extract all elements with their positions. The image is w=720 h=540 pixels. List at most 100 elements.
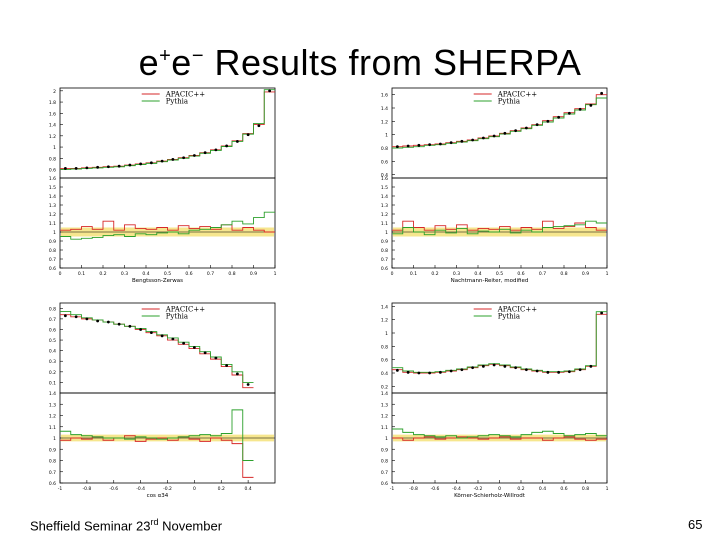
xtick-label: 0.6 <box>517 271 524 277</box>
xtick-label: 0.1 <box>78 271 85 277</box>
xtick-label: 0.3 <box>121 271 128 277</box>
ratio-ytick-label: 1.5 <box>381 185 388 191</box>
panel-cos-alpha34: 0.8 0.7 0.6 0.5 0.4 0.3 0.2 0.1 1.4 1.3 1.2 1.1 1 0.9… <box>30 295 280 505</box>
top-ytick-label: 0.6 <box>381 159 388 165</box>
x-axis-label: cos α34 <box>147 493 169 499</box>
data-point <box>600 311 604 315</box>
data-point <box>182 341 186 345</box>
ratio-ytick-label: 1.2 <box>381 212 388 218</box>
top-ytick-label: 2 <box>53 89 56 95</box>
top-ytick-label: 1.4 <box>381 304 388 310</box>
data-point <box>225 144 229 148</box>
legend-label: APACIC++ <box>165 91 206 99</box>
xtick-label: 1 <box>606 486 609 492</box>
data-point <box>235 372 239 376</box>
ratio-ytick-label: 1.5 <box>49 185 56 191</box>
top-ytick-label: 0.4 <box>49 349 56 355</box>
panel-korner-schierholz-willrodt: 1.4 1.2 1 0.8 0.6 0.4 0.2 1.4 1.3 1.2 1.1 1 0.9 0.8 0.… <box>362 295 612 505</box>
xtick-label: 0 <box>193 486 196 492</box>
data-point <box>128 163 132 167</box>
ratio-ytick-label: 1.1 <box>49 425 56 431</box>
data-point <box>182 156 186 160</box>
data-point <box>160 334 164 338</box>
xtick-label: 0.2 <box>517 486 524 492</box>
data-point <box>139 162 143 166</box>
ratio-ytick-label: 1.2 <box>49 414 56 420</box>
data-point <box>74 315 78 319</box>
x-axis-label: Nachtmann-Reiter, modified <box>451 278 529 284</box>
xtick-label: -1 <box>390 486 395 492</box>
top-ytick-label: 1.2 <box>381 119 388 125</box>
data-point <box>149 331 153 335</box>
top-ytick-label: 1 <box>385 331 388 337</box>
ratio-line-apacic <box>392 436 607 441</box>
data-point <box>449 369 453 373</box>
xtick-label: 0.8 <box>560 271 567 277</box>
ratio-ytick-label: 0.9 <box>381 239 388 245</box>
top-ytick-label: 1.6 <box>381 93 388 99</box>
title-e2: e <box>171 42 192 83</box>
data-point <box>203 151 207 155</box>
xtick-label: 0 <box>391 271 394 277</box>
ratio-ytick-label: 0.6 <box>49 266 56 272</box>
top-ytick-label: 0.6 <box>49 168 56 174</box>
data-point <box>535 369 539 373</box>
top-ytick-label: 0.3 <box>49 359 56 365</box>
data-point <box>85 317 89 321</box>
ratio-line-pythia <box>392 428 607 439</box>
top-ytick-label: 0.8 <box>49 156 56 162</box>
ratio-ytick-label: 1 <box>385 436 388 442</box>
top-ytick-label: 1.2 <box>49 134 56 140</box>
data-point <box>246 133 250 137</box>
data-point <box>171 337 175 341</box>
xtick-label: 0.1 <box>410 271 417 277</box>
xtick-label: 0.2 <box>431 271 438 277</box>
xtick-label: 0.4 <box>474 271 481 277</box>
ratio-ytick-label: 1.1 <box>49 221 56 227</box>
series-line-pythia <box>392 311 607 373</box>
top-ytick-label: 0.4 <box>381 371 388 377</box>
ratio-line-pythia <box>60 211 275 240</box>
data-point <box>481 136 485 140</box>
xtick-label: 0.7 <box>207 271 214 277</box>
data-point <box>471 366 475 370</box>
data-point <box>63 167 67 170</box>
data-point <box>96 319 100 323</box>
xtick-label: 1 <box>274 271 277 277</box>
data-point <box>214 148 218 152</box>
series-line-pythia <box>392 97 607 149</box>
data-point <box>96 165 100 169</box>
xtick-label: 0.4 <box>245 486 252 492</box>
data-point <box>225 364 229 367</box>
top-ytick-label: 0.8 <box>49 306 56 312</box>
xtick-label: -0.6 <box>431 486 440 492</box>
xtick-label: 0.4 <box>539 486 546 492</box>
xtick-label: 0.7 <box>539 271 546 277</box>
xtick-label: -0.2 <box>163 486 172 492</box>
footer-prefix: Sheffield Seminar 23 <box>30 518 151 534</box>
xtick-label: 0.6 <box>185 271 192 277</box>
data-point <box>514 129 518 133</box>
x-axis-label: Körner-Schierholz-Willrodt <box>454 493 526 499</box>
xtick-label: -0.4 <box>136 486 145 492</box>
top-ytick-label: 1.2 <box>381 318 388 324</box>
xtick-label: 0.5 <box>496 271 503 277</box>
title-minus: − <box>191 45 204 67</box>
data-point <box>106 165 110 169</box>
xtick-label: 0.2 <box>99 271 106 277</box>
ratio-ytick-label: 0.6 <box>381 481 388 487</box>
xtick-label: -0.8 <box>82 486 91 492</box>
xtick-label: 0.8 <box>582 486 589 492</box>
data-point <box>578 107 582 111</box>
data-point <box>535 123 539 127</box>
xtick-label: 0.6 <box>560 486 567 492</box>
data-point <box>514 366 518 370</box>
data-point <box>246 383 250 386</box>
ratio-ytick-label: 1.6 <box>381 176 388 182</box>
data-point <box>85 166 89 170</box>
data-point <box>417 371 421 375</box>
ratio-ytick-label: 0.8 <box>381 459 388 465</box>
top-ytick-label: 1.8 <box>49 100 56 106</box>
ratio-ytick-label: 0.7 <box>381 257 388 263</box>
chart-svg: 2 1.8 1.6 1.4 1.2 1 0.8 0.6 1.6 1.5 1.4 1.3 1.2 1.1 1 0… <box>49 87 277 284</box>
